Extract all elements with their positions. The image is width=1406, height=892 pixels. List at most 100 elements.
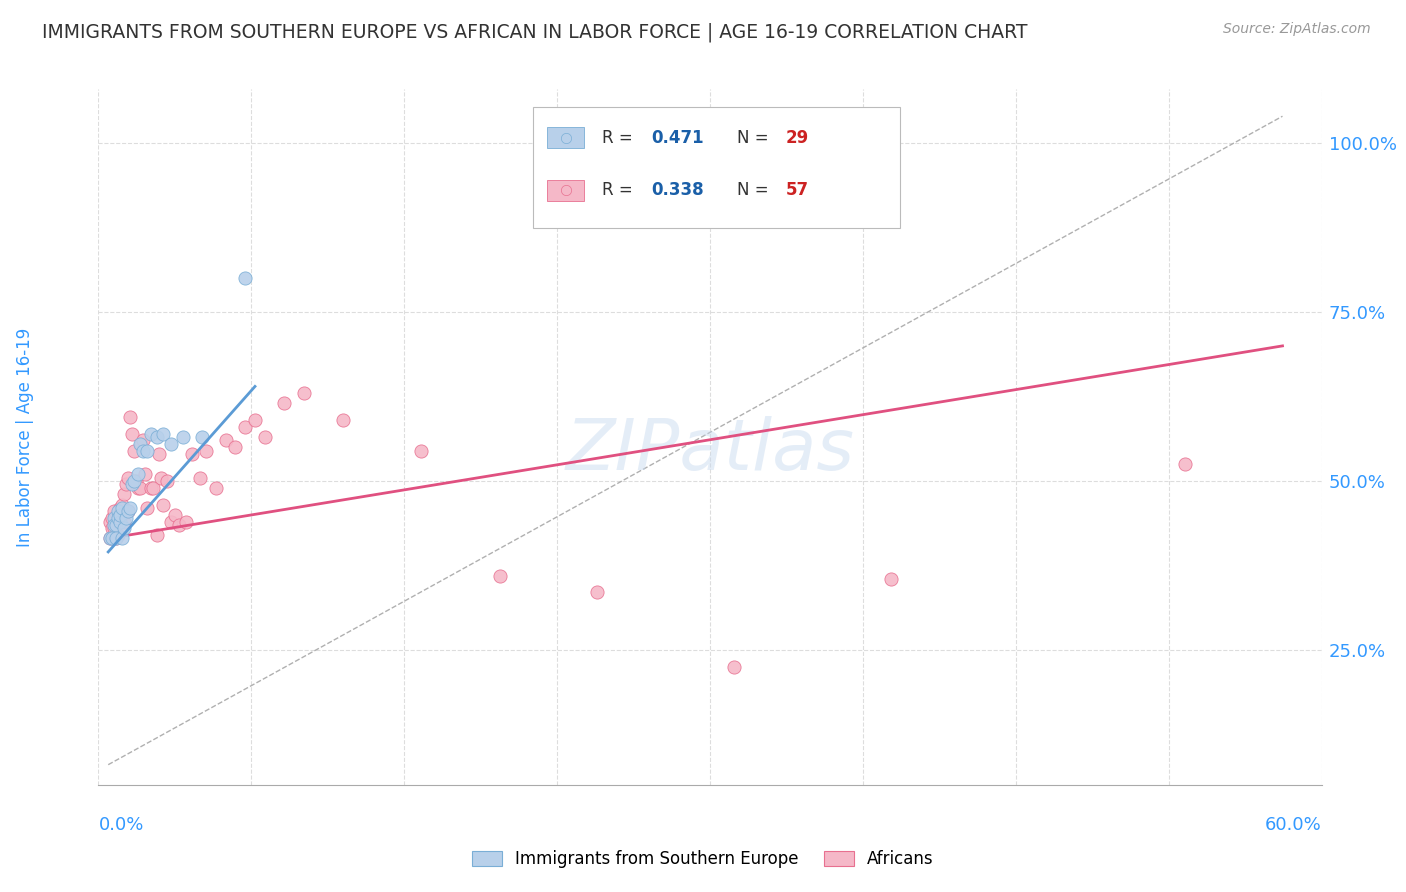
Point [128, 481, 150, 495]
Text: 57: 57 [786, 181, 808, 199]
FancyBboxPatch shape [547, 179, 583, 201]
Point [117, 504, 139, 518]
Text: 0.0%: 0.0% [98, 816, 143, 834]
Point [214, 434, 236, 448]
Point [292, 386, 315, 401]
FancyBboxPatch shape [533, 106, 900, 228]
Point [98, 532, 121, 546]
Point [160, 515, 183, 529]
Point [136, 443, 159, 458]
Point [105, 532, 128, 546]
Point [1174, 457, 1197, 471]
Point [195, 443, 218, 458]
Text: R =: R = [602, 181, 638, 199]
Point [127, 481, 149, 495]
Point [156, 474, 179, 488]
Point [142, 481, 165, 495]
Point [146, 528, 169, 542]
Point [134, 467, 156, 482]
Point [124, 474, 146, 488]
Point [108, 508, 131, 522]
Point [101, 532, 124, 546]
Point [132, 434, 155, 448]
Point [332, 413, 354, 427]
Point [118, 501, 141, 516]
Point [101, 521, 124, 535]
Point [845, 234, 868, 248]
Point [121, 426, 143, 441]
Point [880, 572, 903, 586]
Point [152, 426, 174, 441]
Point [114, 511, 136, 525]
Text: 0.338: 0.338 [651, 181, 704, 199]
Point [131, 437, 153, 451]
Point [233, 271, 256, 285]
Point [122, 474, 145, 488]
Legend: Immigrants from Southern Europe, Africans: Immigrants from Southern Europe, African… [465, 844, 941, 875]
Text: In Labor Force | Age 16-19: In Labor Force | Age 16-19 [17, 327, 34, 547]
Point [167, 517, 190, 532]
Point [233, 420, 256, 434]
Point [224, 440, 246, 454]
Point [141, 481, 163, 495]
Point [132, 443, 155, 458]
Point [111, 532, 134, 546]
Point [160, 437, 183, 451]
Point [586, 585, 609, 599]
Point [128, 437, 150, 451]
Point [111, 498, 134, 512]
Point [105, 511, 128, 525]
Text: N =: N = [737, 181, 773, 199]
Point [117, 504, 139, 518]
Point [101, 511, 124, 525]
Point [103, 517, 125, 532]
Point [107, 528, 129, 542]
Point [150, 470, 173, 484]
Point [191, 430, 214, 444]
Point [411, 443, 433, 458]
Point [103, 511, 125, 525]
Point [107, 511, 129, 525]
Point [136, 501, 159, 516]
Point [273, 396, 295, 410]
Point [176, 515, 198, 529]
Point [146, 430, 169, 444]
Text: 29: 29 [786, 129, 808, 147]
Point [181, 447, 204, 461]
Point [127, 467, 149, 482]
Point [107, 504, 129, 518]
Point [141, 426, 163, 441]
Point [152, 498, 174, 512]
Text: R =: R = [602, 129, 638, 147]
Text: ZIPatlas: ZIPatlas [565, 417, 855, 485]
FancyBboxPatch shape [547, 128, 583, 148]
Point [243, 413, 266, 427]
Point [112, 515, 135, 529]
Text: IMMIGRANTS FROM SOUTHERN EUROPE VS AFRICAN IN LABOR FORCE | AGE 16-19 CORRELATIO: IMMIGRANTS FROM SOUTHERN EUROPE VS AFRIC… [42, 22, 1028, 42]
Text: Source: ZipAtlas.com: Source: ZipAtlas.com [1223, 22, 1371, 37]
Point [108, 515, 131, 529]
Text: 0.471: 0.471 [651, 129, 704, 147]
Point [112, 521, 135, 535]
Point [488, 568, 510, 582]
Point [98, 532, 121, 546]
Point [107, 511, 129, 525]
Point [111, 501, 134, 516]
Point [205, 481, 228, 495]
Point [845, 184, 868, 198]
Point [108, 501, 131, 516]
Point [122, 443, 145, 458]
Point [105, 532, 128, 546]
Point [114, 477, 136, 491]
Point [112, 487, 135, 501]
Point [103, 504, 125, 518]
Point [103, 521, 125, 535]
Point [253, 430, 276, 444]
Point [111, 508, 134, 522]
Point [98, 515, 121, 529]
Point [118, 409, 141, 424]
Text: N =: N = [737, 129, 773, 147]
Point [172, 430, 194, 444]
Point [121, 477, 143, 491]
Point [117, 470, 139, 484]
